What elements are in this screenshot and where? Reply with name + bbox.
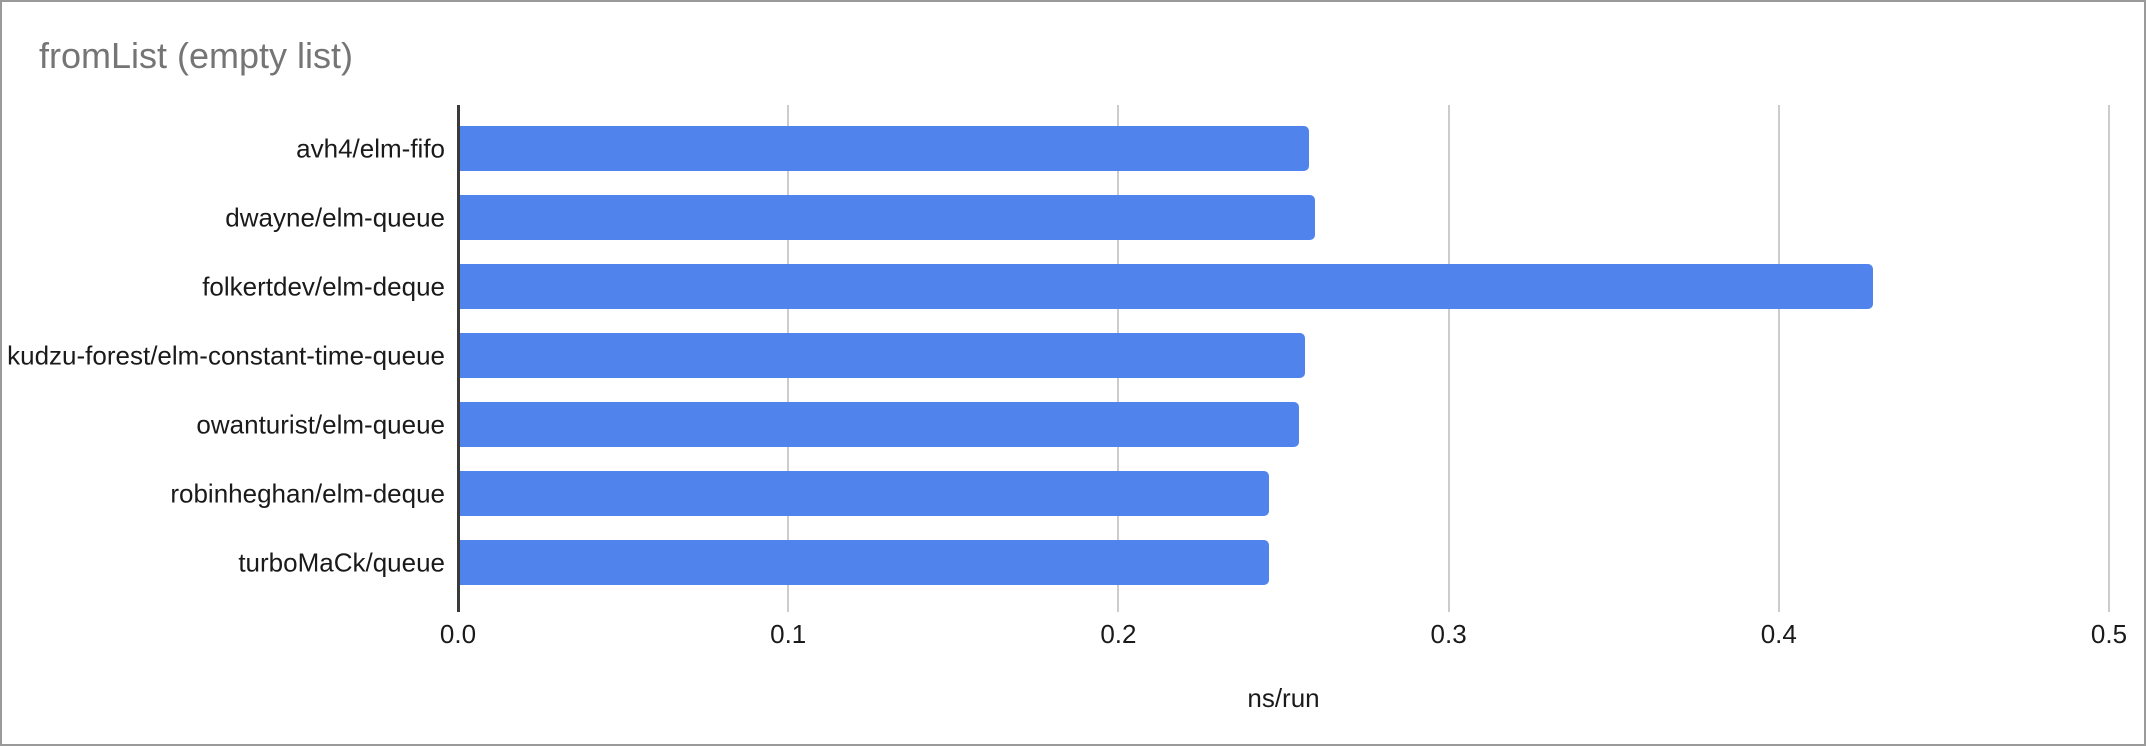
bar-row: robinheghan/elm-deque (170, 459, 2111, 528)
y-axis-line (457, 105, 460, 612)
x-axis-title: ns/run (1247, 683, 1320, 713)
x-tick-label: 0.1 (770, 619, 807, 649)
x-tick-label: 0.2 (1100, 619, 1137, 649)
bar-kudzu-forest/elm-constant-time-queue[interactable] (460, 333, 1306, 378)
bar-row: owanturist/elm-queue (196, 390, 2111, 459)
bar-turboMaCk/queue[interactable] (460, 540, 1269, 585)
x-tick-label: 0.5 (2090, 619, 2128, 649)
x-tick-label: 0.3 (1430, 619, 1467, 649)
category-label: turboMaCk/queue (238, 547, 445, 577)
category-label: folkertdev/elm-deque (202, 271, 445, 301)
bar-robinheghan/elm-deque[interactable] (460, 471, 1269, 516)
bar-dwayne/elm-queue[interactable] (460, 195, 1316, 240)
category-label: owanturist/elm-queue (196, 409, 445, 439)
bar-avh4/elm-fifo[interactable] (460, 126, 1309, 171)
category-label: robinheghan/elm-deque (170, 478, 445, 508)
gridline (2108, 105, 2110, 612)
bar-row: turboMaCk/queue (238, 528, 2111, 597)
category-label: dwayne/elm-queue (225, 202, 445, 232)
x-tick-label: 0.0 (439, 619, 477, 649)
bar-row: avh4/elm-fifo (296, 114, 2111, 183)
bar-row: kudzu-forest/elm-constant-time-queue (7, 321, 2111, 390)
bar-row: folkertdev/elm-deque (202, 252, 2111, 321)
category-label: avh4/elm-fifo (296, 133, 445, 163)
category-label: kudzu-forest/elm-constant-time-queue (7, 340, 445, 370)
gridline (1447, 105, 1450, 612)
x-axis-tick-labels: 0.0 0.1 0.2 0.3 0.4 0.5 (440, 619, 2127, 653)
bar-folkertdev/elm-deque[interactable] (460, 264, 1874, 309)
x-tick-label: 0.4 (1760, 619, 1797, 649)
bars-layer: avh4/elm-fifo dwayne/elm-queue folkertdev/… (7, 114, 2111, 597)
gridline (1777, 105, 1780, 612)
bar-row: dwayne/elm-queue (225, 183, 2111, 252)
chart-title: fromList (empty list) (39, 35, 354, 76)
bar-owanturist/elm-queue[interactable] (460, 402, 1299, 447)
